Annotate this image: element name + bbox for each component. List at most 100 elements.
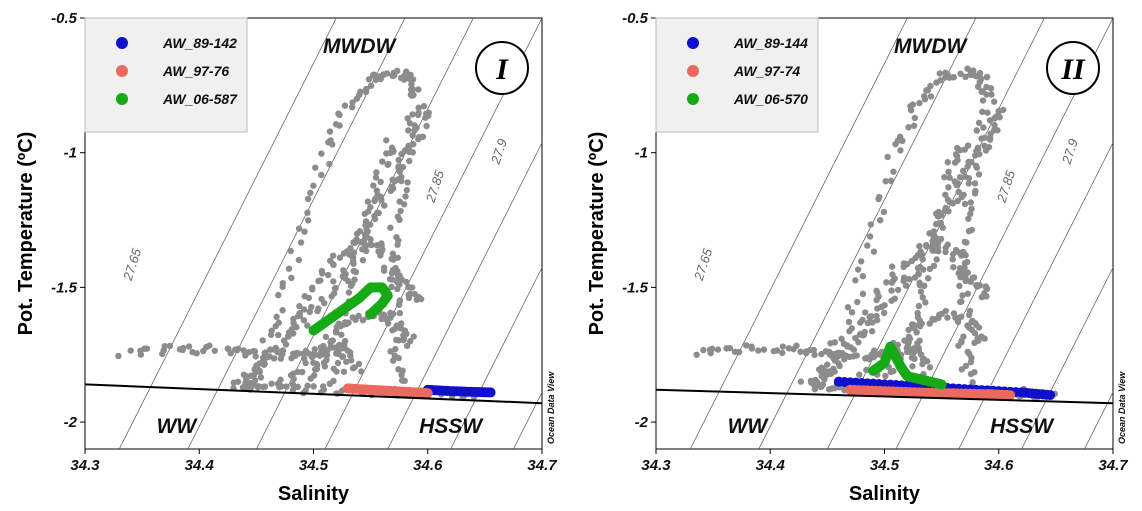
background-point [951,178,958,185]
background-point [331,290,338,297]
background-point [259,337,266,344]
background-point [779,349,786,357]
background-point [844,342,851,349]
background-point [397,207,404,215]
background-point [295,350,303,357]
background-point [961,238,968,246]
background-point [227,349,234,357]
background-point [956,173,964,181]
background-point [975,324,983,331]
background-point [359,316,367,324]
background-point [383,150,390,157]
background-point [233,347,241,354]
background-point [867,221,875,228]
background-point [992,113,1000,120]
legend-label: AW_89-142 [162,35,237,51]
background-point [402,193,409,200]
background-point [367,236,374,243]
background-point [987,85,995,92]
water-mass-label: WW [728,415,770,438]
background-point [825,386,833,393]
background-point [398,371,405,379]
background-point [326,160,333,168]
background-point [974,334,981,342]
background-point [937,77,944,84]
background-point [332,121,340,128]
background-point [852,334,859,342]
ts-diagram-panel-ii: 27.65 27.85 27.9 34.3 34.4 34.5 34.6 34.7 -0.5 -1… [571,0,1142,506]
background-point [917,288,925,295]
background-point [349,99,356,106]
background-point [339,345,346,352]
water-mass-label: HSSW [990,415,1055,438]
background-point [723,345,730,352]
background-point [910,349,917,356]
background-point [423,122,430,130]
series-point [422,388,433,399]
background-point [862,309,869,316]
background-point [919,360,926,368]
water-mass-label: HSSW [419,415,484,438]
credit-label: Ocean Data View [546,371,556,444]
background-point [922,299,929,306]
legend-marker [687,65,699,77]
series-point [936,379,947,390]
background-point [384,161,391,168]
background-point [967,358,975,366]
background-point [348,104,356,111]
background-point [358,368,365,375]
background-point [282,341,290,348]
background-point [931,239,939,247]
background-point [910,122,918,129]
background-point [314,307,321,315]
background-point [890,168,897,175]
background-point [911,114,919,122]
background-point [926,364,934,371]
background-point [818,350,825,358]
background-point [965,311,973,319]
background-point [395,354,402,362]
background-point [411,122,418,129]
background-point [983,91,990,98]
background-point [972,320,979,327]
background-point [965,215,972,222]
background-point [304,209,311,216]
panel-label-circle [475,41,529,95]
freezing-line [84,383,543,405]
background-point [240,347,247,354]
background-point [415,104,422,111]
background-point [396,281,403,288]
background-point [302,359,309,367]
background-point [880,208,888,216]
background-point [819,381,827,388]
background-point [355,360,363,368]
background-point [326,128,334,135]
background-point [990,98,998,105]
background-point [869,353,876,361]
background-point [974,282,981,289]
background-point [957,70,964,77]
background-point [384,320,392,327]
background-point [350,239,357,246]
x-tick-label: 34.6 [984,457,1014,474]
background-point [863,366,870,374]
background-point [949,251,957,258]
background-point [258,360,265,367]
background-point [402,68,410,75]
background-point [972,162,980,170]
isopycnal-line [689,18,908,449]
background-point [988,91,995,98]
background-point [289,386,297,394]
background-point [873,312,880,320]
background-point [958,366,966,373]
background-point [406,75,413,82]
background-point [967,210,974,218]
legend-marker [687,93,699,105]
background-point [179,346,186,354]
background-point [310,182,317,189]
background-point [790,345,797,353]
background-point [330,365,338,372]
background-point [874,289,881,297]
background-point [779,343,787,350]
background-point [856,371,863,378]
